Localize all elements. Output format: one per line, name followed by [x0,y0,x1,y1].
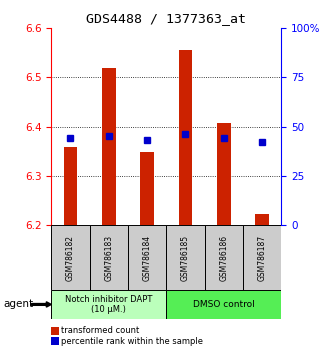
Text: GSM786185: GSM786185 [181,234,190,281]
Bar [90,225,128,290]
Bar [128,225,166,290]
Text: GSM786182: GSM786182 [66,235,75,280]
Text: agent: agent [3,299,33,309]
Bar [205,225,243,290]
Text: GSM786183: GSM786183 [104,234,113,281]
Bar [166,225,205,290]
Text: GSM786186: GSM786186 [219,234,228,281]
Text: percentile rank within the sample: percentile rank within the sample [61,337,203,346]
Text: transformed count: transformed count [61,326,139,335]
Bar [256,214,269,225]
Bar [243,225,281,290]
Bar [166,290,281,319]
Bar [51,225,90,290]
Bar [64,147,77,225]
Text: Notch inhibitor DAPT
(10 μM.): Notch inhibitor DAPT (10 μM.) [65,295,153,314]
Text: GDS4488 / 1377363_at: GDS4488 / 1377363_at [85,12,246,25]
Bar [102,68,116,225]
Text: DMSO control: DMSO control [193,300,255,309]
Bar [179,50,192,225]
Bar [51,290,166,319]
Text: GSM786184: GSM786184 [143,234,152,281]
Bar [217,122,231,225]
Text: GSM786187: GSM786187 [258,234,267,281]
Bar [140,152,154,225]
